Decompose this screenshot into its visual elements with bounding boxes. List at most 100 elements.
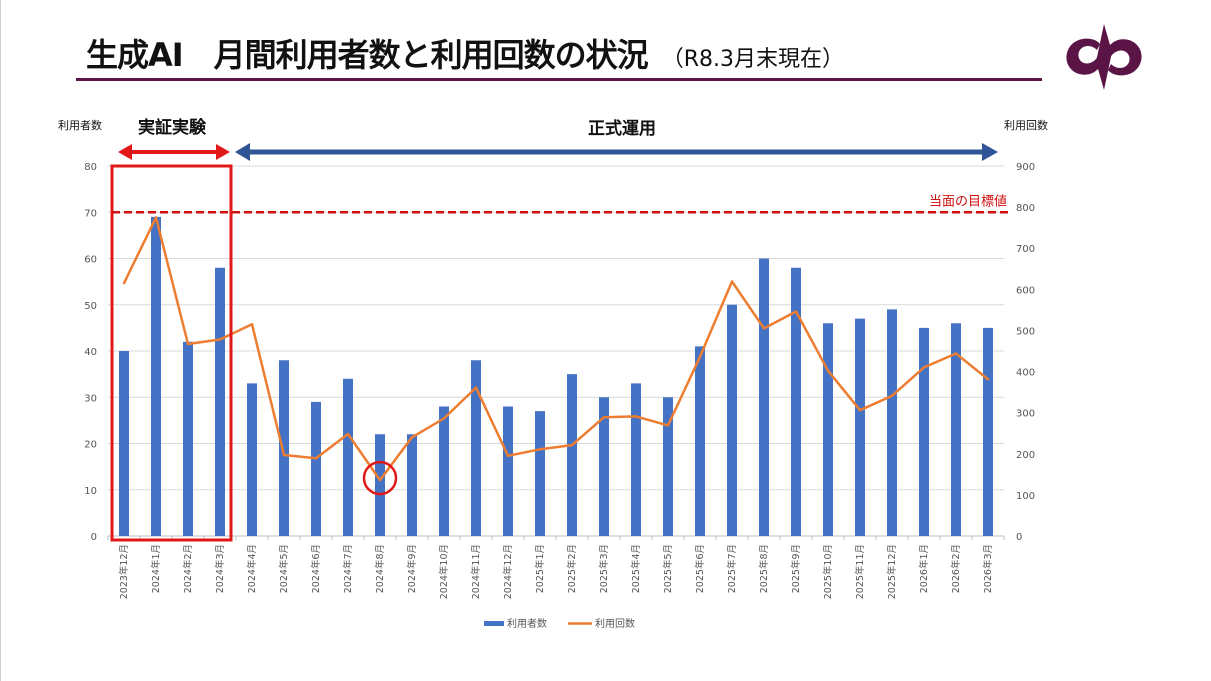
- line-point-count: [282, 453, 286, 457]
- bar-users: [951, 323, 961, 536]
- page-title: 生成AI 月間利用者数と利用回数の状況 （R8.3月末現在）: [86, 30, 844, 76]
- legend-swatch-users: [484, 621, 504, 626]
- x-axis-label: 2024年12月: [502, 544, 514, 599]
- line-point-count: [250, 323, 254, 326]
- x-axis-label: 2026年3月: [982, 544, 994, 593]
- right-axis-ticks: 0 100 200 300 400 500 600 700 800 900: [1016, 162, 1035, 543]
- x-axis-label: 2024年6月: [310, 544, 322, 593]
- left-axis-tick-label: 60: [84, 255, 97, 266]
- line-series-count: [122, 216, 990, 482]
- line-point-count: [986, 378, 990, 381]
- left-axis-tick-label: 80: [84, 162, 97, 173]
- pilot-phase-arrow: [118, 144, 230, 160]
- right-axis-tick-label: 200: [1016, 450, 1035, 461]
- x-axis-label: 2025年3月: [598, 544, 610, 593]
- line-point-count: [858, 409, 862, 412]
- line-point-count: [538, 448, 542, 451]
- bar-users: [983, 327, 993, 536]
- bar-users: [823, 323, 833, 536]
- line-point-count: [698, 355, 702, 358]
- title-main: 生成AI 月間利用者数と利用回数の状況: [86, 36, 649, 74]
- x-axis-label: 2025年4月: [630, 544, 642, 593]
- bar-users: [151, 216, 161, 536]
- bar-users: [599, 397, 609, 536]
- x-axis-label: 2025年5月: [662, 544, 674, 593]
- bar-users: [503, 406, 513, 536]
- x-axis-labels: 2023年12月 2024年1月 2024年2月 2024年3月 2024年4月 2024…: [118, 544, 994, 599]
- line-point-count: [602, 415, 606, 419]
- line-point-count: [506, 454, 510, 458]
- x-axis-label: 2024年8月: [374, 544, 386, 593]
- bar-users: [759, 258, 769, 536]
- legend: 利用者数 利用回数: [484, 617, 635, 630]
- bar-users: [247, 383, 257, 536]
- bar-series-users: [119, 216, 993, 536]
- x-axis-label: 2024年11月: [470, 544, 482, 599]
- line-point-count: [186, 342, 190, 346]
- x-axis-label: 2024年7月: [342, 544, 354, 593]
- bar-users: [919, 327, 929, 536]
- left-axis-title: 利用者数: [58, 119, 102, 132]
- left-axis-ticks: 0 10 20 30 40 50 60 70 80: [84, 162, 97, 543]
- x-axis-label: 2025年9月: [790, 544, 802, 593]
- x-axis-label: 2024年1月: [150, 544, 162, 593]
- bar-users: [471, 360, 481, 536]
- right-axis-title: 利用回数: [1004, 119, 1048, 132]
- right-axis-tick-label: 900: [1016, 162, 1035, 173]
- production-phase-label: 正式運用: [588, 118, 656, 139]
- line-point-count: [346, 432, 350, 436]
- bar-users: [535, 411, 545, 536]
- right-axis-tick-label: 0: [1016, 532, 1022, 543]
- bar-users: [439, 406, 449, 536]
- title-subtitle: （R8.3月末現在）: [661, 47, 844, 72]
- line-point-count: [378, 478, 382, 482]
- logo-mark-icon: [1066, 24, 1142, 90]
- line-point-count: [890, 394, 894, 398]
- x-axis-label: 2024年9月: [406, 544, 418, 593]
- line-point-count: [154, 216, 158, 219]
- slide-left-border: [0, 0, 1, 681]
- bar-users: [183, 341, 193, 536]
- line-point-count: [122, 281, 126, 285]
- left-axis-tick-label: 50: [84, 301, 97, 312]
- left-axis-tick-label: 70: [84, 208, 97, 219]
- bar-users: [343, 378, 353, 536]
- bar-users: [695, 346, 705, 536]
- left-axis-tick-label: 20: [84, 440, 97, 451]
- line-point-count: [218, 338, 222, 341]
- bar-users: [887, 309, 897, 536]
- x-axis-label: 2025年12月: [886, 544, 898, 599]
- line-point-count: [666, 424, 670, 427]
- line-point-count: [570, 443, 574, 447]
- right-axis-tick-label: 100: [1016, 491, 1035, 502]
- x-axis-label: 2026年1月: [918, 544, 930, 593]
- highlight-circle: [362, 460, 398, 496]
- bar-users: [663, 397, 673, 536]
- x-axis-label: 2025年10月: [822, 544, 834, 599]
- bar-users: [215, 267, 225, 536]
- line-point-count: [410, 436, 414, 439]
- right-axis-tick-label: 700: [1016, 244, 1035, 255]
- gridlines: [107, 165, 1005, 540]
- bar-users: [855, 318, 865, 536]
- line-point-count: [954, 352, 958, 355]
- legend-label-users: 利用者数: [507, 617, 547, 630]
- x-axis-label: 2025年7月: [726, 544, 738, 593]
- bar-users: [311, 401, 321, 536]
- pilot-period-box: [110, 164, 233, 542]
- x-axis-label: 2023年12月: [118, 544, 130, 599]
- x-axis-label: 2026年2月: [950, 544, 962, 593]
- bar-users: [791, 267, 801, 536]
- line-point-count: [314, 457, 318, 460]
- line-point-count: [474, 386, 478, 389]
- x-axis-label: 2025年1月: [534, 544, 546, 593]
- line-point-count: [634, 415, 638, 418]
- left-axis-tick-label: 30: [84, 393, 97, 404]
- line-point-count: [922, 366, 926, 369]
- line-point-count: [762, 327, 766, 330]
- legend-label-count: 利用回数: [595, 617, 635, 630]
- line-point-count: [730, 280, 734, 283]
- bar-users: [631, 383, 641, 536]
- x-axis-label: 2024年10月: [438, 544, 450, 599]
